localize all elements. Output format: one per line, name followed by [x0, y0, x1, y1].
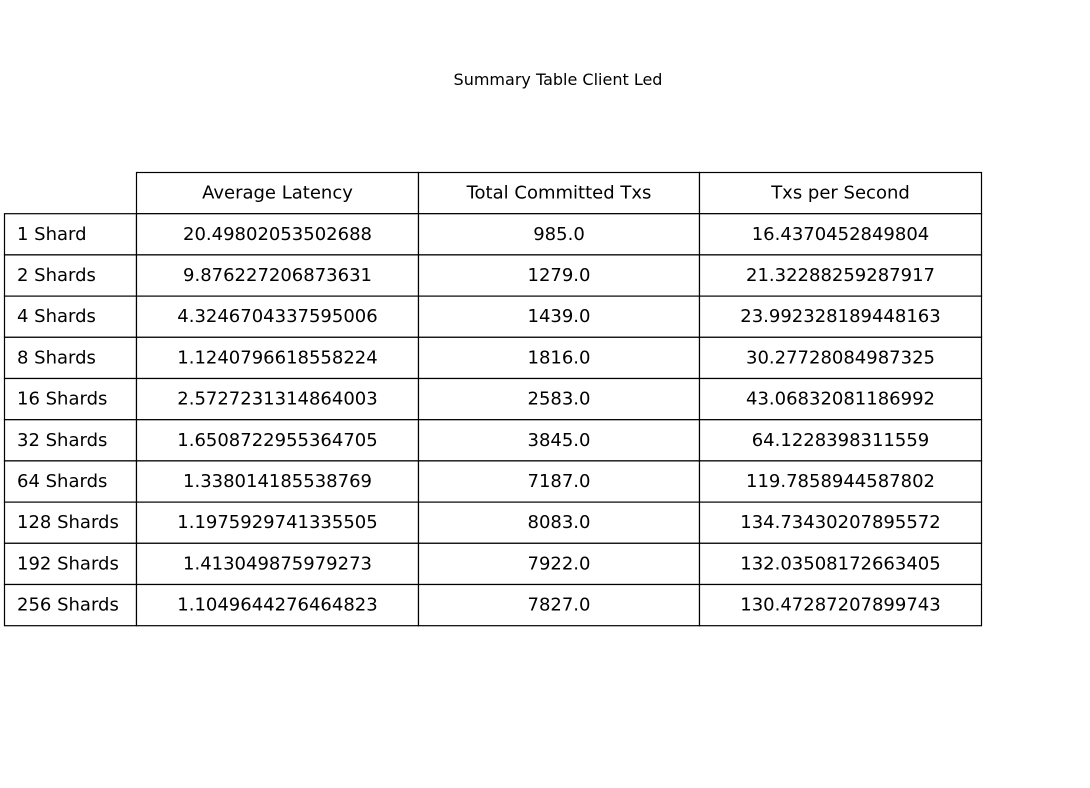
cell-value: 1816.0	[528, 347, 591, 368]
cell-value: 119.7858944587802	[746, 471, 935, 492]
table-cell	[135, 213, 420, 256]
cell-value: 7922.0	[528, 553, 591, 574]
cell-value: 8083.0	[528, 512, 591, 533]
cell-value: 1.338014185538769	[183, 471, 372, 492]
cell-value: 1.1975929741335505	[177, 512, 377, 533]
cell-value: 7827.0	[528, 595, 591, 616]
table-cell	[417, 501, 701, 544]
table-cell	[698, 419, 983, 462]
cell-value: 2583.0	[528, 389, 591, 410]
table-cell	[135, 501, 420, 544]
table-cell	[698, 295, 983, 338]
cell-value: 4.3246704337595006	[177, 306, 377, 327]
cell-value: 985.0	[533, 224, 585, 245]
row-label: 64 Shards	[17, 471, 107, 492]
column-header: Average Latency	[202, 183, 353, 204]
table-cell	[698, 254, 983, 297]
cell-value: 64.1228398311559	[752, 430, 930, 451]
cell-value: 1.6508722955364705	[177, 430, 377, 451]
row-label-cell	[3, 254, 138, 297]
row-label: 16 Shards	[17, 389, 107, 410]
table-cell	[698, 336, 983, 380]
cell-value: 134.73430207895572	[740, 512, 940, 533]
table-cell	[417, 336, 701, 380]
table-cell	[698, 542, 983, 586]
cell-value: 3845.0	[528, 430, 591, 451]
cell-value: 130.47287207899743	[740, 595, 940, 616]
table-cell	[135, 542, 420, 586]
table-cell	[417, 583, 701, 627]
table-cell	[698, 460, 983, 503]
cell-value: 16.4370452849804	[752, 224, 930, 245]
table-cell	[135, 295, 420, 338]
cell-value: 7187.0	[528, 471, 591, 492]
row-label-cell	[3, 501, 138, 544]
row-label-cell	[3, 295, 138, 338]
cell-value: 43.06832081186992	[746, 389, 935, 410]
cell-value: 2.5727231314864003	[177, 389, 377, 410]
cell-value: 1.1240796618558224	[177, 347, 377, 368]
row-label-cell	[3, 460, 138, 503]
table-cell	[417, 542, 701, 586]
table-cell	[698, 583, 983, 627]
row-label: 256 Shards	[17, 595, 119, 616]
cell-value: 20.49802053502688	[183, 224, 372, 245]
table-cell	[135, 254, 420, 297]
table-cell	[135, 419, 420, 462]
cell-value: 9.876227206873631	[183, 265, 372, 286]
table-cell	[417, 377, 701, 421]
row-label-cell	[3, 542, 138, 586]
row-label: 128 Shards	[17, 512, 119, 533]
table-title: Summary Table Client Led	[453, 70, 663, 89]
row-label: 2 Shards	[17, 265, 96, 286]
table-cell	[698, 377, 983, 421]
table-cell	[135, 460, 420, 503]
cell-value: 1.413049875979273	[183, 553, 372, 574]
row-label: 8 Shards	[17, 347, 96, 368]
table-cell	[698, 501, 983, 544]
row-label: 1 Shard	[17, 224, 87, 245]
cell-value: 1439.0	[528, 306, 591, 327]
cell-value: 21.32288259287917	[746, 265, 935, 286]
cell-value: 1.1049644276464823	[177, 595, 377, 616]
row-label: 32 Shards	[17, 430, 107, 451]
cell-value: 132.03508172663405	[740, 553, 940, 574]
cell-value: 30.27728084987325	[746, 347, 935, 368]
column-header: Txs per Second	[770, 183, 910, 204]
row-label: 192 Shards	[17, 553, 119, 574]
table-cell	[698, 213, 983, 256]
column-header: Total Committed Txs	[466, 183, 652, 204]
table-cell	[135, 583, 420, 627]
cell-value: 23.992328189448163	[740, 306, 940, 327]
header-cell	[698, 171, 983, 215]
table-cell	[417, 295, 701, 338]
row-label-cell	[3, 419, 138, 462]
table-cell	[417, 213, 701, 256]
row-label: 4 Shards	[17, 306, 96, 327]
cell-value: 1279.0	[528, 265, 591, 286]
